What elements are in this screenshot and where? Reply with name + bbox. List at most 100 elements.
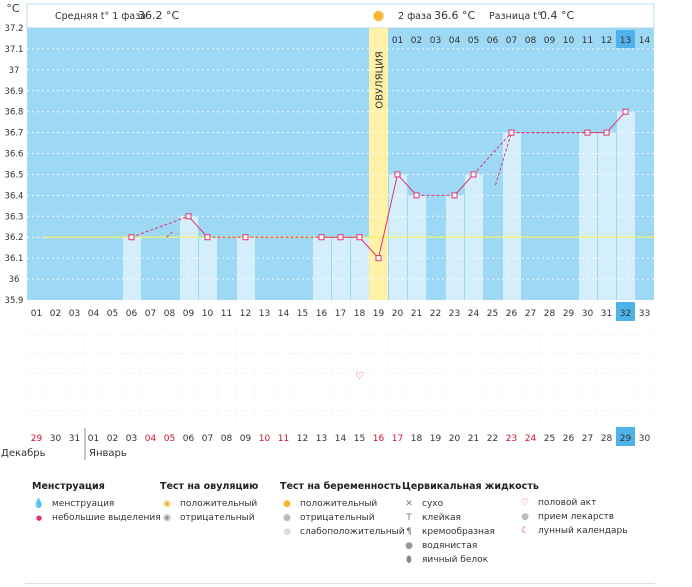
y-tick-label: 36 <box>9 275 20 285</box>
cycle-day-number: 03 <box>69 309 80 319</box>
legend-item-negative: ● отрицательный <box>280 511 405 525</box>
calendar-date: 18 <box>411 434 423 444</box>
calendar-date: 19 <box>430 434 442 444</box>
temperature-bar <box>237 237 255 300</box>
calendar-date: 23 <box>506 434 517 444</box>
phase2-day-number: 09 <box>544 36 556 46</box>
legend-title: Цервикальная жидкость <box>402 481 539 492</box>
y-tick-label: 36.5 <box>5 170 24 180</box>
negative-circle-icon: ● <box>283 513 291 523</box>
calendar-date: 02 <box>107 434 118 444</box>
legend-title: Тест на беременность <box>280 481 401 492</box>
temperature-point <box>622 108 629 115</box>
positive-circle-icon: ◉ <box>163 499 171 509</box>
cycle-day-number: 27 <box>525 309 536 319</box>
calendar-date: 01 <box>88 434 99 444</box>
cycle-day-number: 30 <box>582 309 594 319</box>
calendar-date: 28 <box>601 434 613 444</box>
calendar-date: 20 <box>449 434 461 444</box>
phase2-day-number: 01 <box>392 36 403 46</box>
legend-item-watery: ● водянистая <box>402 539 539 553</box>
diff-value: 0.4 °C <box>540 9 574 22</box>
calendar-date: 10 <box>259 434 271 444</box>
watery-icon: ● <box>405 541 413 551</box>
calendar-date: 04 <box>145 434 157 444</box>
ovulation-band <box>369 28 388 300</box>
phase2-value: 36.6 °C <box>434 9 475 22</box>
cycle-day-number: 25 <box>487 309 498 319</box>
temperature-point <box>375 255 382 262</box>
phase2-day-number: 04 <box>449 36 461 46</box>
sticky-icon: T <box>406 513 412 523</box>
legend-item-creamy: ¶ кремообразная <box>402 525 539 539</box>
legend-item-negative: ◉ отрицательный <box>160 511 258 525</box>
temperature-point <box>413 192 420 199</box>
cross-icon: ✕ <box>405 499 413 509</box>
cycle-day-number: 26 <box>506 309 518 319</box>
creamy-icon: ¶ <box>406 527 412 537</box>
drop-icon: 💧 <box>33 499 45 509</box>
temperature-point <box>470 171 477 178</box>
phase2-day-number: 06 <box>487 36 499 46</box>
calendar-date: 13 <box>316 434 327 444</box>
cycle-day-number: 02 <box>50 309 61 319</box>
legend-title: Тест на овуляцию <box>160 481 259 492</box>
eggwhite-icon: ⬮ <box>406 555 412 565</box>
y-tick-label: 36.2 <box>5 233 24 243</box>
calendar-date: 30 <box>639 434 651 444</box>
temperature-point <box>603 129 610 136</box>
phase2-label: 2 фаза <box>398 11 432 22</box>
calendar-date: 12 <box>297 434 308 444</box>
cycle-day-number: 11 <box>221 309 232 319</box>
cycle-day-number: 24 <box>468 309 480 319</box>
legend-item-intercourse: ♡ половой акт <box>518 496 628 510</box>
temperature-line-segment <box>495 132 512 186</box>
cycle-day-number: 22 <box>430 309 441 319</box>
pill-icon: ● <box>521 512 529 522</box>
small-drop-icon: ● <box>35 514 43 522</box>
ovulation-sun-icon <box>373 10 384 22</box>
legend-item-positive: ◉ положительный <box>160 497 258 511</box>
temperature-line-segment <box>454 174 474 196</box>
heart-icon: ♡ <box>520 498 530 508</box>
phase2-day-number: 11 <box>582 36 593 46</box>
calendar-date: 05 <box>164 434 175 444</box>
negative-circle-icon: ◉ <box>163 513 171 523</box>
cycle-day-number: 10 <box>202 309 214 319</box>
legend-item-positive: ● положительный <box>280 497 405 511</box>
y-tick-label: 36.8 <box>5 108 24 118</box>
cycle-day-highlight <box>616 302 635 321</box>
legend-pregnancy-test: Тест на беременность ● положительный ● отр… <box>280 481 405 539</box>
temperature-line-segment <box>131 215 189 238</box>
temperature-bar <box>332 237 350 300</box>
y-tick-label: 36.1 <box>5 254 24 264</box>
calendar-date: 03 <box>126 434 137 444</box>
temperature-point <box>204 234 211 241</box>
phase2-day-number: 07 <box>506 36 517 46</box>
temperature-point <box>356 234 363 241</box>
y-tick-label: 36.6 <box>5 150 24 160</box>
legend-item-menstruation: 💧 менструация <box>33 499 115 509</box>
calendar-date: 15 <box>354 434 365 444</box>
cycle-day-number: 05 <box>107 309 118 319</box>
temperature-line-segment <box>166 230 174 238</box>
phase2-day-number: 05 <box>468 36 479 46</box>
phase2-day-number: 08 <box>525 36 537 46</box>
calendar-date: 22 <box>487 434 498 444</box>
legend-other: ♡ половой акт ● прием лекарств ☾ лунный кал… <box>518 496 628 538</box>
phase2-day-number: 12 <box>601 36 612 46</box>
legend-item-spotting: ● небольшие выделения <box>32 511 161 525</box>
temperature-bar <box>313 237 331 300</box>
temperature-point <box>318 234 325 241</box>
temperature-line-segment <box>359 236 379 259</box>
calendar-date: 30 <box>50 434 62 444</box>
cycle-day-number: 06 <box>126 309 138 319</box>
phase1-value: 36.2 °C <box>138 9 179 22</box>
temperature-bar <box>123 237 141 300</box>
cycle-day-number: 07 <box>145 309 156 319</box>
calendar-date: 14 <box>335 434 347 444</box>
legend-item-dry: ✕ сухо <box>402 497 539 511</box>
temperature-bar <box>199 237 217 300</box>
